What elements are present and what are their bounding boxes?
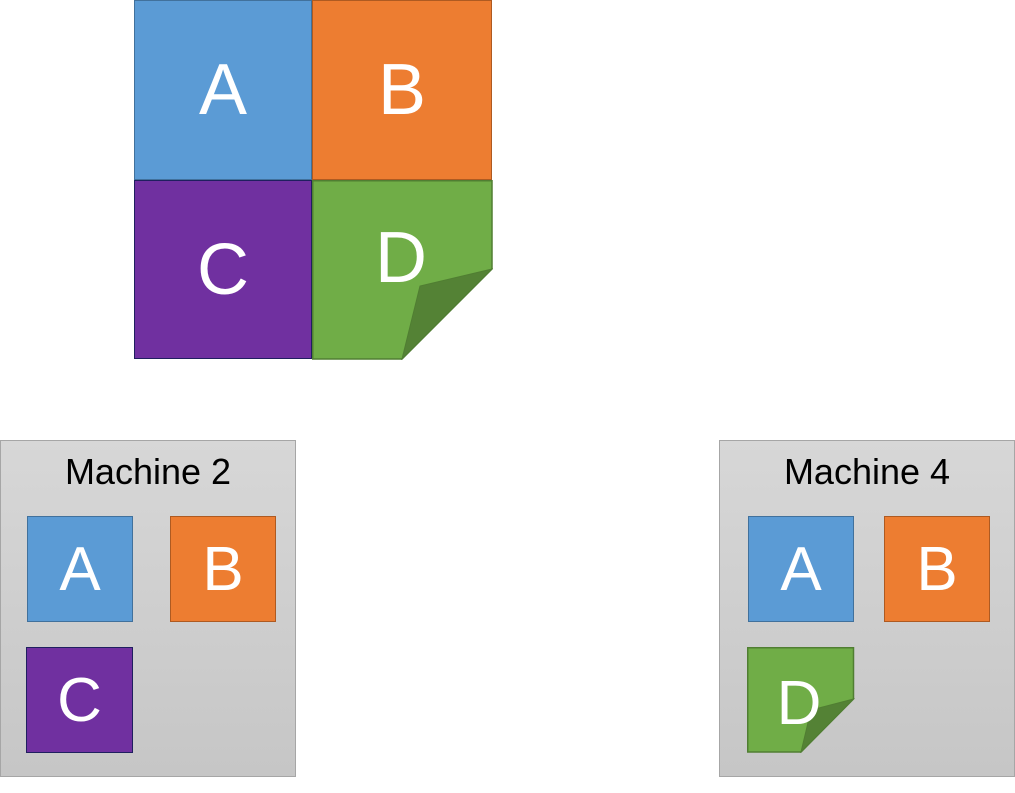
machine-4-block-d-label: D — [776, 669, 822, 738]
machine-4-block-b: B — [884, 516, 990, 622]
machine-2-block-a: A — [27, 516, 133, 622]
block-b: B — [312, 0, 492, 180]
machine-2-block-b: B — [170, 516, 276, 622]
machine-2-block-b-label: B — [202, 534, 244, 604]
machine-2-block-c-label: C — [57, 665, 102, 735]
machine-4-block-d: D — [747, 647, 855, 753]
block-c-label: C — [197, 229, 249, 310]
block-d-label: D — [375, 218, 427, 298]
block-b-label: B — [377, 50, 427, 130]
machine-2-title: Machine 2 — [64, 451, 232, 492]
machine-4-title: Machine 4 — [783, 451, 951, 492]
machine-4-block-a-label: A — [780, 534, 822, 604]
folded-corner-shape — [312, 180, 493, 360]
machine-2-block-a-label: A — [59, 534, 101, 604]
machine-4-block-a: A — [748, 516, 854, 622]
machine-2-panel: Machine 2 A B C — [0, 440, 296, 777]
block-a-label: A — [198, 50, 248, 130]
machine-2-block-c: C — [26, 647, 133, 753]
block-d: D — [312, 180, 493, 360]
machine-4-block-b-label: B — [916, 534, 958, 604]
folded-corner-shape — [747, 647, 855, 753]
block-c: C — [134, 180, 312, 359]
machine-4-panel: Machine 4 A B D — [719, 440, 1015, 777]
block-a: A — [134, 0, 312, 180]
